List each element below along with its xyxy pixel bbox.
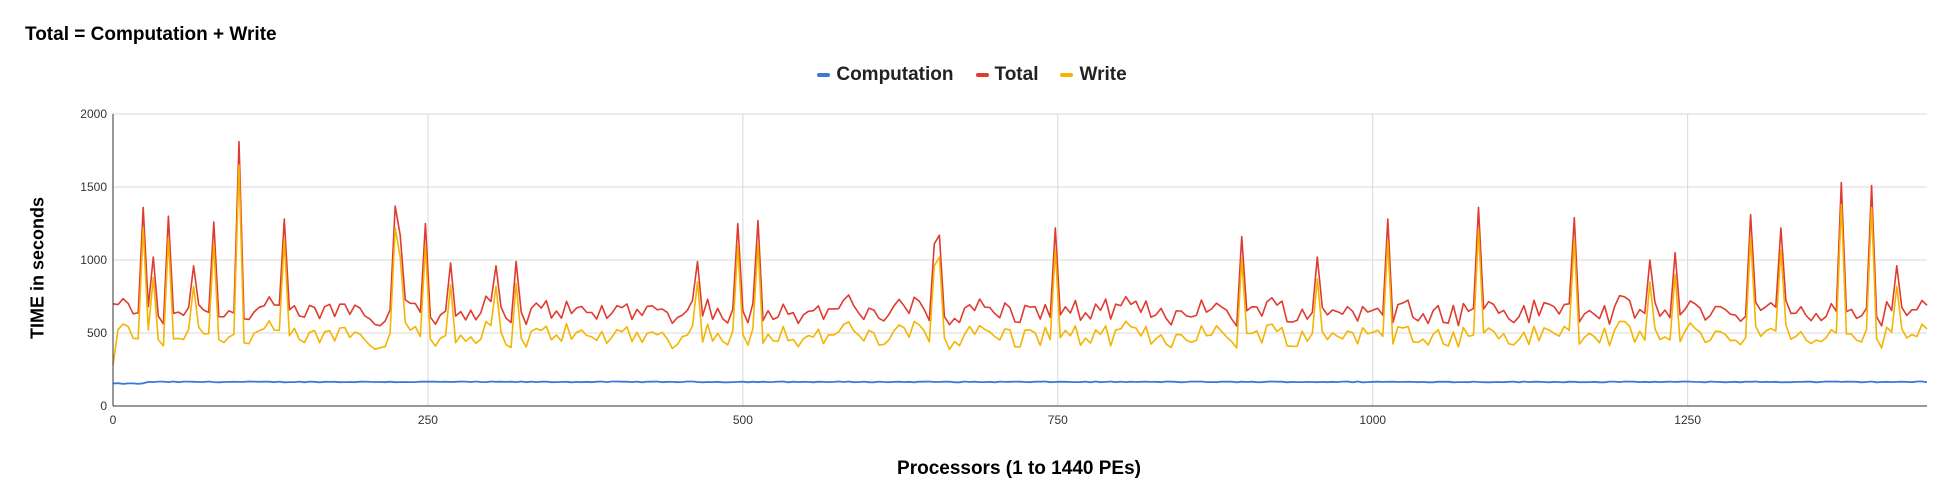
x-axis-label: Processors (1 to 1440 PEs) [897,458,1141,479]
x-tick-label: 250 [418,413,438,427]
x-tick-label: 500 [733,413,753,427]
legend: Computation Total Write [0,64,1944,86]
legend-item-total[interactable]: Total [975,64,1039,86]
grid-lines [113,113,1927,406]
legend-item-computation[interactable]: Computation [817,64,954,86]
legend-item-write[interactable]: Write [1060,64,1127,86]
y-tick-label: 500 [87,326,107,340]
legend-swatch-total [975,73,989,77]
tick-labels: 0 500 1000 1500 2000 0 250 500 750 1000 1250 [80,107,1701,427]
x-tick-label: 1250 [1674,413,1701,427]
series-lines [112,140,1928,385]
x-tick-label: 1000 [1359,413,1386,427]
x-tick-label: 0 [110,413,117,427]
y-tick-label: 0 [100,399,107,413]
legend-label-computation: Computation [836,64,954,85]
y-axis-label: TIME in seconds [27,196,48,340]
x-tick-label: 750 [1048,413,1068,427]
y-tick-label: 2000 [80,107,107,121]
legend-swatch-computation [817,73,831,77]
legend-swatch-write [1060,73,1074,77]
series-line-write [112,164,1928,366]
axes [112,114,1927,407]
series-line-computation [112,380,1928,385]
legend-label-write: Write [1079,64,1127,85]
y-tick-label: 1500 [80,180,107,194]
legend-label-total: Total [994,64,1039,85]
y-tick-label: 1000 [80,253,107,267]
chart-title: Total = Computation + Write [25,24,277,45]
series-line-total [112,140,1928,327]
